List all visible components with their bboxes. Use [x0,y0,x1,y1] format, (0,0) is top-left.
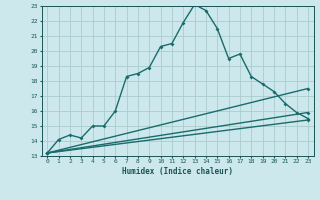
X-axis label: Humidex (Indice chaleur): Humidex (Indice chaleur) [122,167,233,176]
